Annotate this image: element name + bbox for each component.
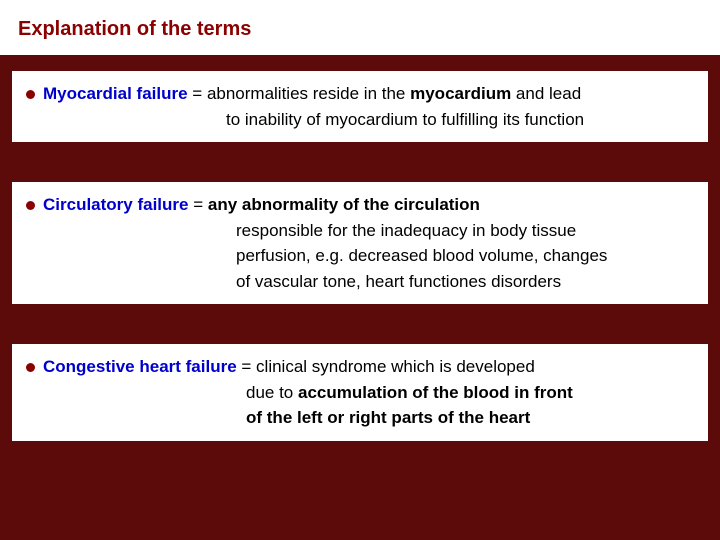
definition-cont: responsible for the inadequacy in body t… (26, 218, 694, 244)
title-box: Explanation of the terms (0, 0, 720, 55)
equals-sign: = (189, 195, 208, 214)
page-title: Explanation of the terms (18, 18, 251, 40)
definition-cont: of the left or right parts of the heart (26, 405, 694, 431)
term-label: Circulatory failure (43, 195, 189, 214)
equals-sign: = (188, 84, 207, 103)
definition-cont: due to accumulation of the blood in fron… (26, 380, 694, 406)
term-box-myocardial: Myocardial failure = abnormalities resid… (12, 71, 708, 142)
term-label: Congestive heart failure (43, 357, 237, 376)
equals-sign: = (237, 357, 256, 376)
definition-cont: perfusion, e.g. decreased blood volume, … (26, 243, 694, 269)
definition-cont: to inability of myocardium to fulfilling… (26, 107, 694, 133)
definition-line: any abnormality of the circulation (208, 195, 480, 214)
term-label: Myocardial failure (43, 84, 188, 103)
term-box-congestive: Congestive heart failure = clinical synd… (12, 344, 708, 441)
definition-line: abnormalities reside in the myocardium a… (207, 84, 581, 103)
bullet-icon (26, 201, 35, 210)
term-box-circulatory: Circulatory failure = any abnormality of… (12, 182, 708, 304)
definition-cont: of vascular tone, heart functiones disor… (26, 269, 694, 295)
definition-line: clinical syndrome which is developed (256, 357, 535, 376)
bullet-icon (26, 363, 35, 372)
bullet-icon (26, 90, 35, 99)
